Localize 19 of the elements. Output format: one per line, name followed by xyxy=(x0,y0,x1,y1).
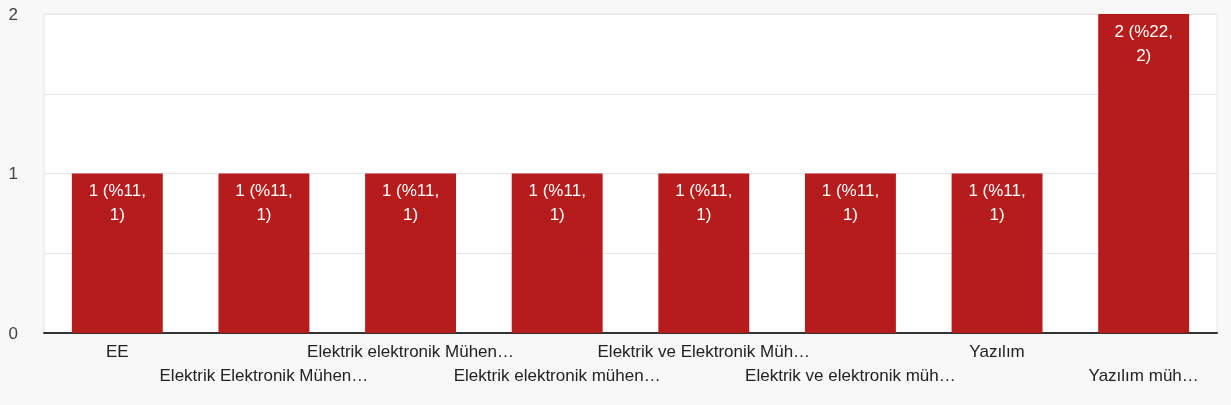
y-tick-label: 2 xyxy=(8,4,18,24)
data-label: 1 (%11,1) xyxy=(821,181,880,224)
x-tick-label: Elektrik elektronik Mühen… xyxy=(307,341,515,361)
x-tick-label: Elektrik elektronik mühen… xyxy=(453,365,661,385)
x-tick-label: Yazılım müh… xyxy=(1088,365,1199,385)
y-tick-label: 1 xyxy=(8,164,18,183)
y-tick-label: 0 xyxy=(8,323,18,343)
x-tick-label: Elektrik ve elektronik müh… xyxy=(745,365,956,385)
x-tick-label: EE xyxy=(105,341,129,361)
x-tick-label: Yazılım xyxy=(969,341,1025,361)
data-label: 2 (%22,2) xyxy=(1114,21,1173,65)
data-label: 1 (%11,1) xyxy=(528,181,586,224)
x-tick-label: Elektrik ve Elektronik Müh… xyxy=(597,341,811,361)
x-tick-label: Elektrik Elektronik Mühen… xyxy=(159,365,369,385)
data-label: 1 (%11,1) xyxy=(968,181,1026,224)
data-label: 1 (%11,1) xyxy=(235,181,293,224)
data-label: 1 (%11,1) xyxy=(88,181,146,224)
data-label: 1 (%11,1) xyxy=(675,181,733,224)
data-label: 1 (%11,1) xyxy=(381,181,440,224)
